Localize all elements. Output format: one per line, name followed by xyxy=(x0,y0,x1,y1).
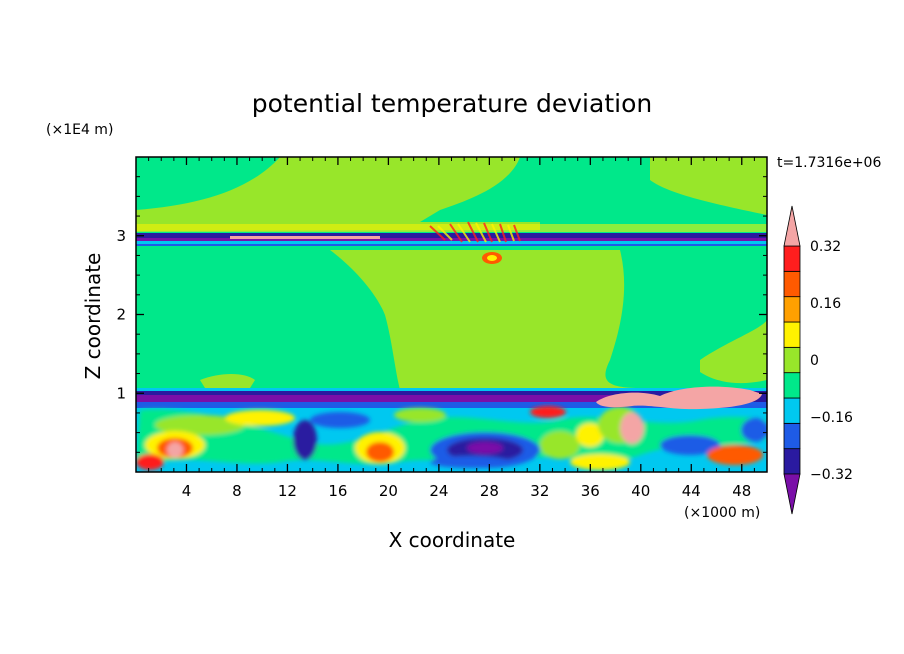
x-tick-label: 44 xyxy=(682,482,701,500)
time-label: t=1.7316e+06 xyxy=(777,155,881,171)
colorbar-label: −0.32 xyxy=(810,467,853,483)
colorbar-box xyxy=(783,245,801,272)
y-tick-label: 2 xyxy=(116,306,126,324)
x-tick-label: 4 xyxy=(182,482,192,500)
colorbar-label: 0 xyxy=(810,353,819,369)
colorbar-box xyxy=(783,270,801,298)
colorbar-label: −0.16 xyxy=(810,410,853,426)
tropopause-ripples xyxy=(429,221,521,243)
upper-right-plume xyxy=(650,157,767,215)
y-unit-label: (×1E4 m) xyxy=(46,122,113,138)
y-axis-label: Z coordinate xyxy=(81,253,105,380)
tropopause-dark xyxy=(136,233,767,238)
colorbar-box xyxy=(783,422,801,450)
colorbar-box xyxy=(783,296,801,323)
colorbar-box xyxy=(783,448,801,475)
colorbar-bottom-arrow xyxy=(783,473,801,515)
warm-lid-right xyxy=(596,386,762,410)
tropopause-cyan xyxy=(136,241,767,244)
colorbar-label: 0.32 xyxy=(810,239,841,255)
tropopause-pink xyxy=(230,236,380,239)
colorbar: 0.32 0.16 0 −0.16 −0.32 xyxy=(783,205,853,515)
chart-title: potential temperature deviation xyxy=(252,89,652,118)
x-axis: 4 8 12 16 20 24 28 32 36 40 44 48 xyxy=(148,157,755,500)
warm-patch-tropo-2 xyxy=(487,255,497,261)
tropopause-ripples-2 xyxy=(437,222,515,243)
x-tick-label: 40 xyxy=(631,482,650,500)
colorbar-box xyxy=(783,372,801,399)
colorbar-box xyxy=(783,346,801,374)
x-axis-label: X coordinate xyxy=(389,528,516,552)
colorbar-box xyxy=(783,321,801,348)
x-tick-label: 20 xyxy=(379,482,398,500)
x-tick-label: 36 xyxy=(581,482,600,500)
upper-plume xyxy=(136,157,520,222)
mid-right-plume xyxy=(700,320,767,384)
y-tick-label: 3 xyxy=(116,227,126,245)
y-axis: 1 2 3 xyxy=(116,176,767,453)
x-tick-label: 8 xyxy=(232,482,242,500)
x-tick-label: 28 xyxy=(480,482,499,500)
x-tick-label: 24 xyxy=(429,482,448,500)
colorbar-label: 0.16 xyxy=(810,296,841,312)
colorbar-top-arrow xyxy=(783,205,801,247)
x-tick-label: 12 xyxy=(278,482,297,500)
pbl-violet xyxy=(136,395,616,402)
x-tick-label: 16 xyxy=(328,482,347,500)
x-unit-label: (×1000 m) xyxy=(684,505,760,521)
mid-plume xyxy=(330,250,640,390)
x-tick-label: 32 xyxy=(530,482,549,500)
mid-left-patch xyxy=(200,374,255,388)
tropopause-blue xyxy=(136,244,767,246)
pbl-cyan-top xyxy=(136,388,767,391)
colorbar-box xyxy=(783,397,801,424)
pbl-blue xyxy=(136,402,767,408)
contour-field xyxy=(136,157,767,472)
y-tick-label: 1 xyxy=(116,384,126,402)
bl-eddies xyxy=(136,406,767,470)
x-tick-label: 48 xyxy=(732,482,751,500)
